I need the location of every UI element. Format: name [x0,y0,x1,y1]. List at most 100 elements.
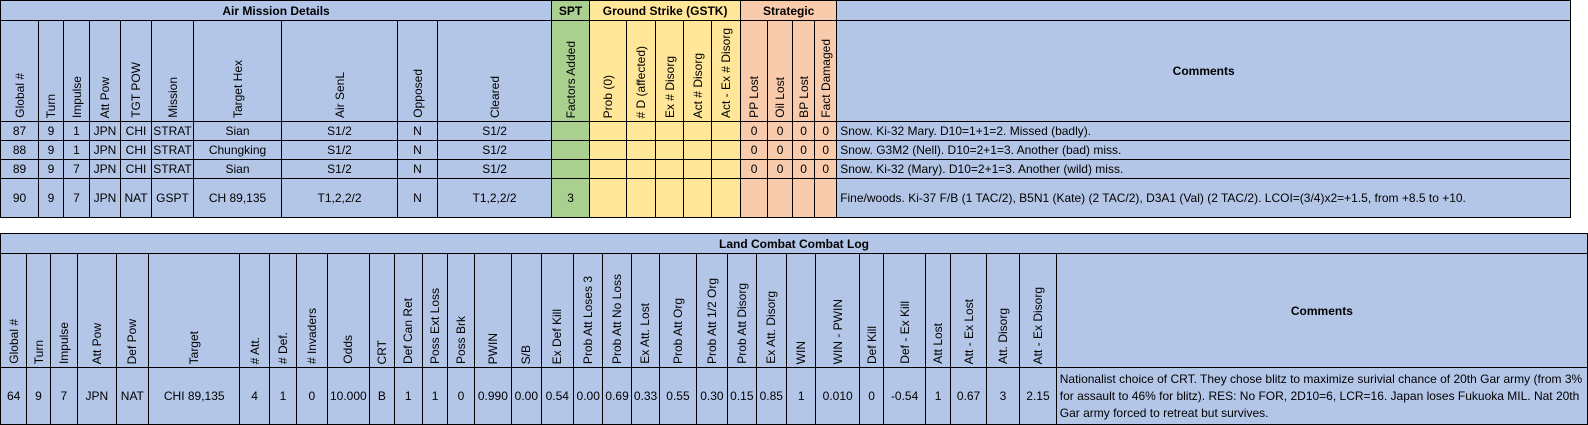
cell-cleared: S1/2 [436,140,553,160]
cell-crt: B [369,367,395,425]
cell-def-can-ret: 1 [393,367,423,425]
cell-comment: Nationalist choice of CRT. They chose bl… [1055,367,1588,425]
air-col-header: Cleared [436,20,553,122]
land-col-header: Att Lost [924,253,952,368]
cell-mission: STRAT [151,140,194,160]
cell-factors [551,121,591,141]
cell-gstk [655,159,685,179]
air-col-header: Att Pow [89,20,121,122]
cell-gstk [626,140,657,160]
table-row: 90 9 7 JPN NAT GSPT CH 89,135 T1,2,2/2 N… [0,178,1572,218]
land-col-header: Def Can Ret [393,253,423,368]
cell-gstk [589,159,628,179]
cell-ex-att-disorg: 0.85 [755,367,787,425]
cell-att-lost: 1 [924,367,952,425]
cell-ex-def-kill: 0.54 [540,367,575,425]
cell-comment: Fine/woods. Ki-37 F/B (1 TAC/2), B5N1 (K… [836,178,1572,218]
cell-opposed: N [397,159,438,179]
land-col-header: Att - Ex Lost [950,253,987,368]
cell-att-ex-lost: 0.67 [950,367,987,425]
land-col-header: Def - Ex Kill [883,253,926,368]
cell-factors [551,140,591,160]
land-col-header: Prob Att No Loss [602,253,632,368]
cell-att: 4 [239,367,270,425]
land-table-title: Land Combat Combat Log [0,233,1588,254]
cell-air-senl: S1/2 [281,159,398,179]
land-col-header: Ex Att. Disorg [755,253,787,368]
cell-odds: 10.000 [326,367,371,425]
cell-strategic: 0 [740,140,769,160]
land-col-header: # Def. [268,253,298,368]
cell-strategic: 0 [792,159,816,179]
air-group-gstk: Ground Strike (GSTK) [589,0,742,21]
air-col-header: Turn [38,20,64,122]
cell-opposed: N [397,140,438,160]
cell-gstk [683,140,713,160]
cell-comment: Snow. G3M2 (Nell). D10=2+1=3. Another (b… [836,140,1572,160]
cell-global: 89 [0,159,39,179]
air-col-header: PP Lost [740,20,769,122]
air-col-header: Act - Ex # Disorg [711,20,742,122]
cell-turn: 9 [38,121,64,141]
land-col-header: Def Kill [858,253,885,368]
cell-impulse: 1 [63,121,90,141]
cell-tgt-pow: CHI [120,159,152,179]
air-col-header: Impulse [63,20,90,122]
land-col-header: PWIN [473,253,513,368]
land-col-header: Target [148,253,241,368]
cell-gstk [626,159,657,179]
cell-impulse: 1 [63,140,90,160]
cell-strategic: 0 [814,140,838,160]
land-col-header: # Invaders [296,253,328,368]
table-row: 88 9 1 JPN CHI STRAT Chungking S1/2 N S1… [0,140,1572,160]
cell-def-ex-kill: -0.54 [883,367,926,425]
cell-mission: STRAT [151,159,194,179]
air-col-header: BP Lost [792,20,816,122]
land-col-header: Prob Att Loses 3 [572,253,604,368]
cell-global: 87 [0,121,39,141]
cell-strategic: 0 [740,121,769,141]
cell-att-pow: JPN [89,159,121,179]
cell-tgt-pow: CHI [120,140,152,160]
cell-gstk [589,178,628,218]
cell-impulse: 7 [63,178,90,218]
land-col-header: CRT [369,253,395,368]
cell-cleared: S1/2 [436,159,553,179]
table-row: 87 9 1 JPN CHI STRAT Sian S1/2 N S1/2 0 … [0,121,1572,141]
land-col-header: Turn [26,253,51,368]
cell-turn: 9 [38,140,64,160]
cell-target-hex: CH 89,135 [193,178,282,218]
air-col-header: Factors Added [551,20,591,122]
land-col-header: Impulse [49,253,79,368]
cell-strategic [740,178,769,218]
cell-prob-att-loses-3: 0.00 [572,367,604,425]
land-comments-header: Comments [1055,253,1588,368]
table-row: 64 9 7 JPN NAT CHI 89,135 4 1 0 10.000 B… [0,367,1588,425]
cell-tgt-pow: NAT [120,178,152,218]
cell-gstk [655,121,685,141]
cell-air-senl: S1/2 [281,140,398,160]
air-col-header: Target Hex [193,20,282,122]
cell-mission: GSPT [151,178,194,218]
cell-opposed: N [397,178,438,218]
cell-def: 1 [268,367,298,425]
cell-strategic: 0 [814,121,838,141]
cell-win: 1 [785,367,817,425]
land-combat-table: Land Combat Combat Log Global # Turn Imp… [0,233,1588,425]
cell-prob-att-half-org: 0.30 [695,367,729,425]
cell-win-pwin: 0.010 [815,367,860,425]
cell-gstk [711,178,742,218]
cell-target: CHI 89,135 [148,367,241,425]
land-col-header: WIN - PWIN [815,253,860,368]
air-col-header: Mission [151,20,194,122]
cell-strategic [767,178,794,218]
land-col-header: Prob Att 1/2 Org [695,253,729,368]
cell-factors [551,159,591,179]
cell-opposed: N [397,121,438,141]
air-group-spt: SPT [551,0,591,21]
cell-gstk [683,121,713,141]
land-col-header: Prob Att Disorg [727,253,757,368]
land-col-header: S/B [511,253,542,368]
cell-tgt-pow: CHI [120,121,152,141]
cell-prob-att-org: 0.55 [659,367,697,425]
